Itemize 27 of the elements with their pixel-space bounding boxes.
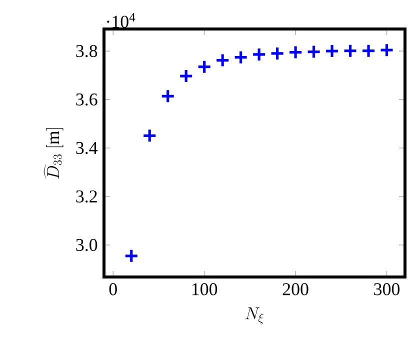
y-tick-label: 3.2 bbox=[76, 190, 97, 203]
point bbox=[252, 47, 266, 62]
y-axis-title: $\widehat{D}_{33}\ [\mathrm{m}]$ bbox=[44, 128, 64, 179]
x-tick-label: 200 bbox=[282, 283, 308, 296]
point bbox=[178, 68, 194, 84]
point bbox=[124, 248, 139, 264]
point bbox=[288, 44, 303, 60]
point bbox=[361, 44, 376, 58]
y-tick-label: 3.6 bbox=[76, 93, 98, 106]
x-tick-label: 100 bbox=[192, 283, 218, 296]
y-tick-label: 3.0 bbox=[76, 238, 98, 252]
point bbox=[215, 52, 230, 68]
point bbox=[342, 44, 358, 58]
text: ·10$^{4}$ bbox=[107, 13, 136, 28]
point bbox=[324, 44, 340, 58]
point bbox=[379, 42, 394, 58]
point bbox=[270, 46, 285, 61]
x-axis-title: $N_\xi$ bbox=[245, 307, 264, 324]
point bbox=[197, 60, 212, 74]
point bbox=[306, 44, 322, 60]
point bbox=[160, 88, 176, 104]
x-tick-label: 300 bbox=[374, 283, 400, 296]
point bbox=[142, 128, 157, 143]
x-tick-label: 0 bbox=[109, 283, 117, 296]
y-tick-label: 3.8 bbox=[76, 44, 98, 58]
point bbox=[234, 50, 248, 65]
y-tick-label: 3.4 bbox=[76, 142, 98, 154]
